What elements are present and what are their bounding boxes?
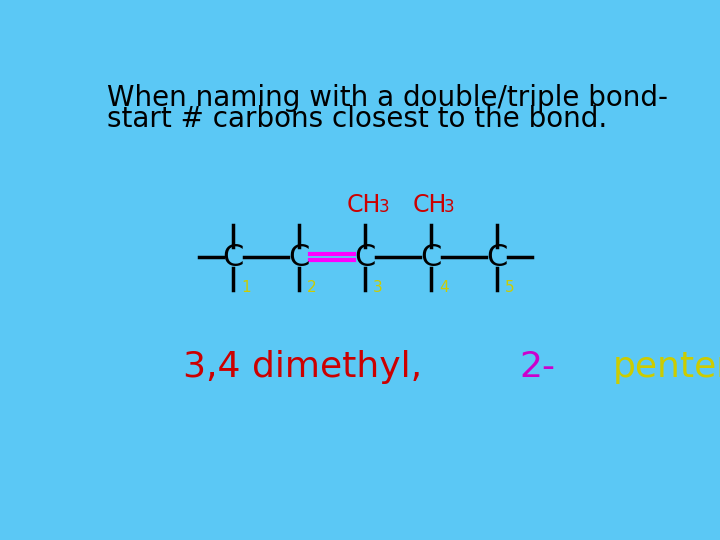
Text: 2: 2 [307, 280, 317, 295]
Text: 3: 3 [378, 198, 389, 216]
Text: CH: CH [346, 193, 381, 217]
Text: 1: 1 [241, 280, 251, 295]
Text: CH: CH [413, 193, 446, 217]
Text: pentene: pentene [613, 349, 720, 383]
Text: C: C [420, 243, 441, 272]
Text: 3,4 dimethyl,: 3,4 dimethyl, [183, 349, 433, 383]
Text: C: C [222, 243, 244, 272]
Text: 4: 4 [438, 280, 449, 295]
Text: C: C [289, 243, 310, 272]
Text: C: C [354, 243, 376, 272]
Text: 2-: 2- [519, 349, 555, 383]
Text: 3: 3 [373, 280, 382, 295]
Text: 3: 3 [444, 198, 455, 216]
Text: start # carbons closest to the bond.: start # carbons closest to the bond. [107, 105, 607, 133]
Text: C: C [486, 243, 508, 272]
Text: 5: 5 [505, 280, 514, 295]
Text: When naming with a double/triple bond-: When naming with a double/triple bond- [107, 84, 668, 112]
